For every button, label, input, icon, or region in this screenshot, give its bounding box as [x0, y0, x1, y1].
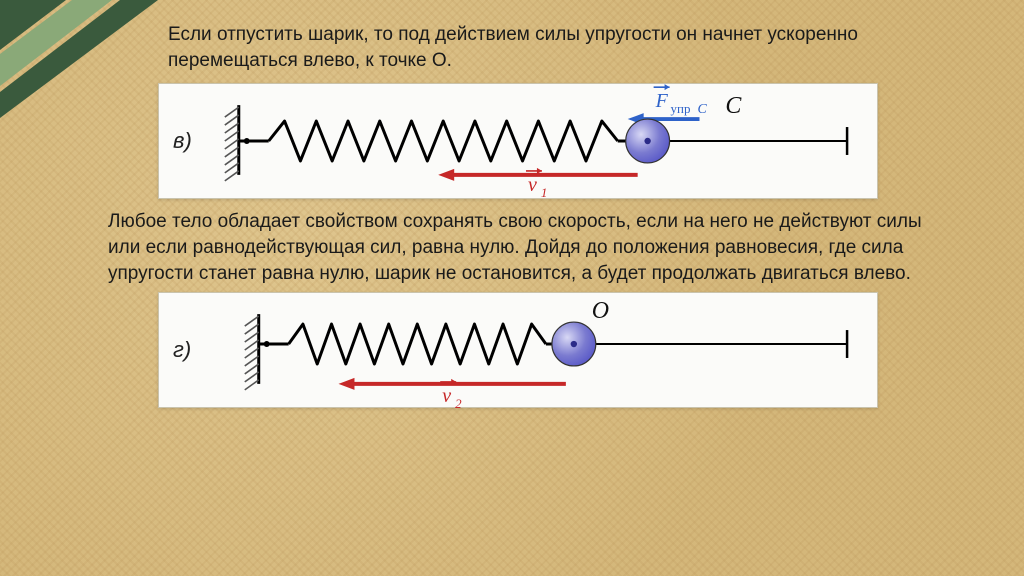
svg-text:2: 2	[455, 396, 462, 408]
svg-text:F: F	[655, 90, 669, 112]
svg-text:O: O	[592, 298, 609, 324]
slide-content: Если отпустить шарик, то под действием с…	[0, 0, 1024, 576]
paragraph-top: Если отпустить шарик, то под действием с…	[168, 22, 952, 73]
svg-text:v: v	[442, 385, 451, 407]
svg-text:1: 1	[541, 185, 547, 199]
diagram-g-svg: Ov2	[159, 292, 877, 408]
svg-text:v: v	[528, 174, 537, 196]
paragraph-mid: Любое тело обладает свойством сохранять …	[108, 209, 952, 286]
diagram-g: г) Ov2	[158, 292, 878, 408]
panel-label-g: г)	[173, 337, 191, 363]
diagram-v: в) Fупр C Cv1	[158, 83, 878, 199]
panel-label-v: в)	[173, 128, 192, 154]
svg-text:C: C	[697, 102, 707, 117]
svg-text:упр: упр	[671, 101, 691, 116]
diagram-v-svg: Fупр C Cv1	[159, 83, 877, 199]
svg-text:C: C	[725, 93, 742, 119]
